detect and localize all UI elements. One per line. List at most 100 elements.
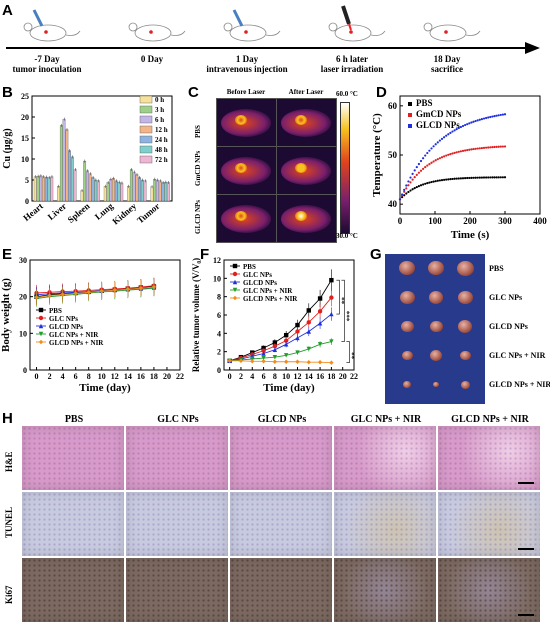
data-point	[272, 359, 278, 364]
y-tick-label: 0	[23, 366, 27, 375]
tissue-texture	[334, 558, 436, 622]
data-point	[474, 176, 477, 179]
tissue-texture	[22, 426, 124, 490]
histology-column-header: GLCD NPs + NIR	[451, 414, 529, 425]
bar	[62, 118, 66, 202]
tumor-photo	[385, 254, 485, 404]
plot-frame	[31, 95, 173, 202]
mouse-body	[29, 24, 67, 42]
tumor-hotspot	[295, 211, 307, 221]
x-tick-label: 14	[124, 372, 132, 381]
tissue-texture	[230, 426, 332, 490]
bar	[156, 179, 159, 202]
data-point	[445, 134, 448, 137]
legend-label: 12 h	[155, 126, 168, 134]
bar	[135, 174, 139, 202]
data-point	[497, 176, 500, 179]
y-tick-label: 2	[217, 348, 221, 357]
data-point	[445, 178, 448, 181]
excised-tumor	[460, 380, 470, 389]
x-tick-label: 18	[150, 372, 158, 381]
data-point	[443, 155, 446, 158]
data-point	[283, 342, 289, 347]
data-point	[317, 321, 323, 326]
legend-swatch	[139, 155, 153, 164]
data-point	[283, 359, 289, 364]
excised-tumor	[429, 320, 443, 333]
mouse-thermal-body	[221, 205, 271, 233]
y-tick-label: 8	[217, 293, 221, 302]
mouse-icon	[423, 22, 481, 42]
data-point	[401, 196, 404, 199]
tumor-photo-panel: PBS GLC NPs GLCD NPs GLC NPs + NIR GLCD NPs …	[385, 254, 550, 404]
category-label: Tumor	[135, 201, 161, 225]
legend-label: 3 h	[155, 106, 164, 114]
syringe-icon	[32, 9, 44, 27]
colorbar-max-label: 60.0 °C	[336, 90, 358, 98]
histology-image	[22, 492, 124, 556]
data-point	[432, 145, 435, 148]
histology-column-header: GLC NPs	[157, 414, 199, 425]
x-tick-label: 2	[239, 372, 243, 381]
data-point	[125, 287, 131, 292]
data-point	[112, 287, 117, 293]
y-tick-label: 40	[388, 199, 398, 209]
data-point	[474, 147, 477, 150]
legend-label: GLCD NPs + NIR	[49, 339, 104, 347]
tissue-texture	[438, 492, 540, 556]
data-point	[447, 178, 450, 181]
legend-label: GLCD NPs	[416, 120, 460, 130]
x-tick-label: 8	[87, 372, 91, 381]
data-point	[426, 182, 429, 185]
y-axis-label: Body weight (g)	[0, 278, 12, 352]
legend-swatch	[139, 125, 153, 134]
histology-image	[126, 558, 228, 622]
data-point	[317, 360, 323, 365]
histology-row-label: TUNEL	[4, 506, 14, 538]
data-point	[403, 188, 406, 191]
y-tick-label: 5	[25, 176, 29, 185]
data-point	[329, 295, 334, 300]
data-point	[503, 145, 507, 148]
histology-image	[126, 492, 228, 556]
data-point	[417, 185, 420, 188]
excised-tumor	[456, 260, 474, 276]
bar	[103, 186, 107, 202]
legend-swatch	[139, 135, 153, 144]
mouse-ear	[423, 22, 433, 32]
scale-bar	[518, 614, 534, 616]
data-point	[461, 124, 465, 128]
y-tick-label: 6	[217, 311, 221, 320]
bar	[114, 180, 118, 202]
data-point	[250, 359, 255, 364]
data-point	[501, 145, 504, 148]
data-point	[499, 145, 502, 148]
data-point	[405, 184, 408, 187]
data-point	[413, 176, 416, 179]
histology-column-header: GLC NPs + NIR	[350, 414, 422, 425]
excised-tumor	[399, 261, 415, 276]
thermal-col-header: Before Laser	[226, 88, 266, 96]
panel-label-e: E	[2, 246, 13, 263]
data-point	[430, 180, 433, 184]
data-point	[466, 148, 469, 152]
x-tick-label: 12	[293, 372, 301, 381]
tumor-dot	[44, 30, 48, 34]
legend-label: GmCD NPs	[416, 109, 462, 119]
x-tick-label: 4	[61, 372, 65, 381]
tumor-group-label: GLCD NPs	[489, 322, 528, 331]
excised-tumor	[429, 291, 443, 304]
data-point	[232, 271, 238, 277]
excised-tumor	[400, 320, 414, 333]
data-point	[443, 136, 446, 139]
data-point	[434, 180, 437, 183]
histology-image	[230, 558, 332, 622]
mouse-body	[134, 24, 172, 42]
bar	[109, 179, 113, 202]
x-tick-label: 0	[35, 372, 39, 381]
bar	[161, 182, 165, 202]
excised-tumor	[457, 290, 473, 304]
timeline-day: 1 Day	[235, 54, 259, 64]
significance-bracket	[346, 341, 350, 363]
